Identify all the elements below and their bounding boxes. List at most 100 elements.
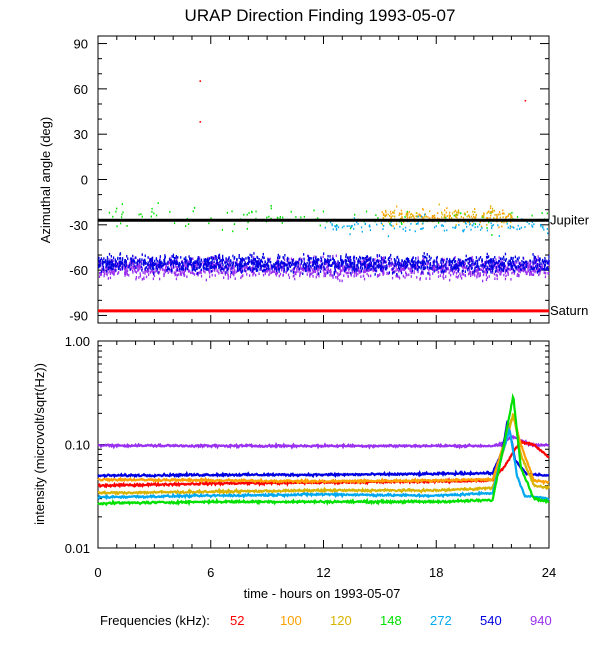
scatter-point-540 bbox=[501, 268, 503, 272]
scatter-point-540 bbox=[180, 256, 182, 259]
scatter-point-540 bbox=[192, 262, 194, 265]
scatter-point-540 bbox=[152, 267, 154, 271]
scatter-point-940 bbox=[156, 265, 159, 269]
scatter-point-540 bbox=[403, 261, 405, 264]
scatter-point-540 bbox=[416, 260, 418, 264]
scatter-point-540 bbox=[429, 258, 431, 262]
scatter-point-100 bbox=[408, 211, 410, 213]
scatter-point-940 bbox=[301, 268, 304, 271]
scatter-point-540 bbox=[424, 262, 426, 266]
scatter-point-540 bbox=[170, 263, 172, 267]
scatter-point-540 bbox=[335, 262, 337, 266]
scatter-point-540 bbox=[232, 254, 234, 258]
scatter-point-940 bbox=[274, 269, 276, 272]
scatter-point-540 bbox=[365, 257, 367, 260]
scatter-point-540 bbox=[485, 268, 488, 271]
scatter-point-940 bbox=[230, 265, 232, 269]
scatter-point-540 bbox=[99, 260, 101, 264]
scatter-point-940 bbox=[348, 268, 350, 272]
scatter-point-940 bbox=[230, 269, 232, 273]
scatter-point-540 bbox=[302, 264, 304, 267]
scatter-point-940 bbox=[193, 273, 196, 276]
scatter-point-540 bbox=[373, 264, 375, 268]
scatter-point-540 bbox=[378, 254, 381, 257]
scatter-point-540 bbox=[511, 265, 514, 268]
scatter-point-940 bbox=[113, 270, 115, 273]
scatter-point-540 bbox=[359, 260, 361, 263]
scatter-point-940 bbox=[527, 264, 529, 268]
scatter-point-540 bbox=[442, 269, 444, 272]
scatter-point-940 bbox=[468, 272, 470, 275]
scatter-point-540 bbox=[327, 271, 329, 275]
scatter-point-540 bbox=[308, 258, 311, 262]
scatter-point-148 bbox=[268, 215, 270, 218]
scatter-point-540 bbox=[486, 266, 489, 269]
scatter-point-272 bbox=[348, 225, 350, 227]
scatter-point-540 bbox=[362, 262, 365, 266]
scatter-point-100 bbox=[389, 210, 392, 213]
scatter-point-540 bbox=[164, 260, 166, 263]
scatter-point-540 bbox=[255, 264, 257, 267]
scatter-point-540 bbox=[539, 258, 541, 261]
scatter-point-272 bbox=[422, 227, 424, 230]
scatter-point-540 bbox=[540, 262, 542, 265]
scatter-point-540 bbox=[222, 254, 224, 258]
scatter-point-540 bbox=[128, 265, 130, 269]
scatter-point-540 bbox=[105, 269, 108, 273]
scatter-point-540 bbox=[347, 265, 349, 269]
scatter-point-540 bbox=[475, 259, 477, 263]
scatter-point-540 bbox=[163, 258, 165, 262]
scatter-point-540 bbox=[411, 269, 413, 272]
scatter-point-540 bbox=[99, 258, 102, 262]
scatter-point-540 bbox=[231, 264, 234, 267]
scatter-point-540 bbox=[112, 267, 114, 270]
scatter-point-540 bbox=[274, 265, 276, 269]
scatter-point-540 bbox=[254, 257, 256, 261]
scatter-point-540 bbox=[100, 257, 103, 260]
scatter-point-272 bbox=[424, 213, 426, 216]
scatter-point-272 bbox=[497, 224, 499, 227]
scatter-point-940 bbox=[302, 268, 304, 272]
scatter-point-540 bbox=[471, 266, 473, 270]
scatter-point-940 bbox=[490, 269, 492, 273]
scatter-point-940 bbox=[393, 262, 395, 266]
scatter-point-940 bbox=[368, 268, 370, 271]
scatter-point-120 bbox=[451, 217, 453, 219]
scatter-point-940 bbox=[219, 266, 222, 270]
scatter-point-540 bbox=[521, 263, 523, 266]
scatter-point-940 bbox=[216, 269, 218, 272]
scatter-point-940 bbox=[241, 268, 243, 271]
scatter-point-540 bbox=[368, 258, 370, 261]
scatter-point-940 bbox=[268, 268, 270, 272]
scatter-point-540 bbox=[473, 262, 476, 266]
scatter-point-940 bbox=[359, 271, 361, 274]
scatter-point-940 bbox=[118, 262, 120, 266]
scatter-point-540 bbox=[349, 265, 351, 268]
scatter-point-540 bbox=[474, 269, 476, 273]
scatter-point-540 bbox=[130, 257, 132, 260]
scatter-point-540 bbox=[411, 258, 413, 262]
scatter-point-940 bbox=[332, 254, 334, 258]
scatter-point-540 bbox=[179, 262, 181, 266]
scatter-point-940 bbox=[508, 267, 510, 271]
scatter-point-272 bbox=[335, 229, 338, 231]
scatter-point-100 bbox=[396, 205, 398, 208]
scatter-point-540 bbox=[476, 263, 478, 266]
scatter-point-272 bbox=[540, 223, 542, 226]
intensity-line-100 bbox=[97, 415, 550, 486]
scatter-point-540 bbox=[272, 265, 274, 269]
scatter-point-540 bbox=[477, 264, 479, 268]
scatter-point-540 bbox=[119, 257, 122, 260]
scatter-point-540 bbox=[500, 257, 502, 260]
scatter-point-52 bbox=[524, 99, 527, 102]
scatter-point-540 bbox=[494, 262, 496, 266]
scatter-point-540 bbox=[329, 255, 331, 258]
scatter-point-540 bbox=[423, 255, 425, 259]
scatter-point-940 bbox=[176, 257, 178, 261]
scatter-point-940 bbox=[397, 269, 400, 273]
scatter-point-540 bbox=[167, 260, 169, 264]
scatter-point-540 bbox=[350, 262, 352, 266]
scatter-point-940 bbox=[436, 258, 438, 262]
scatter-point-272 bbox=[491, 225, 493, 227]
scatter-point-540 bbox=[417, 265, 420, 269]
